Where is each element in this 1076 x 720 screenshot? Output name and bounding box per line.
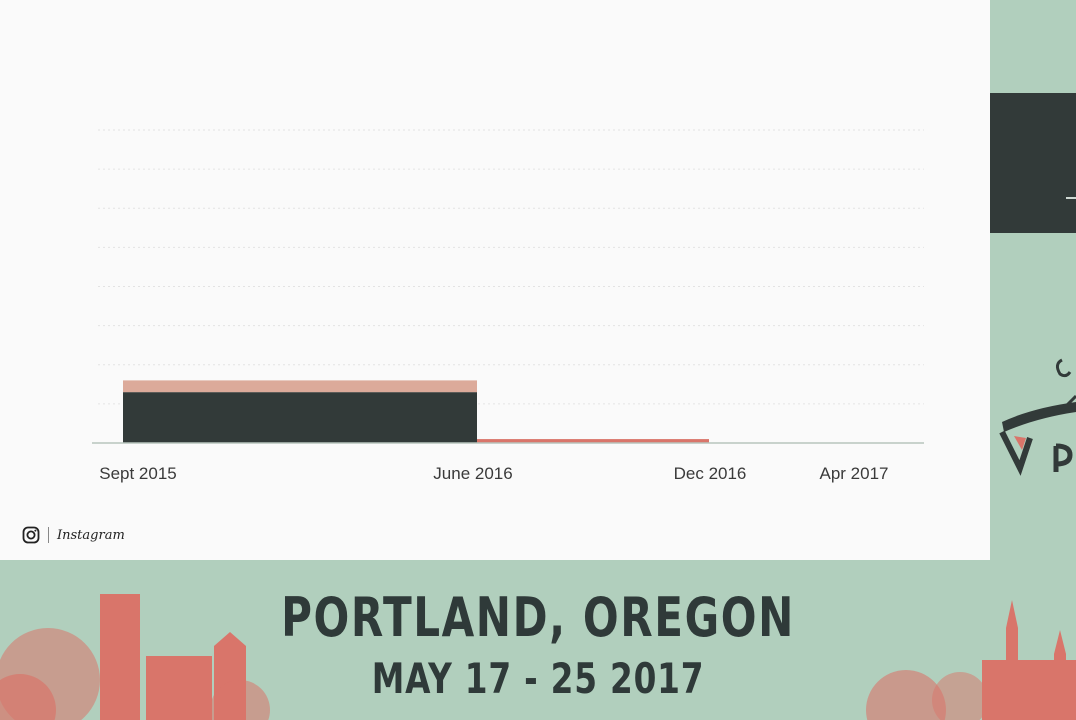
x-axis-ticks: Sept 2015 June 2016 Dec 2016 Apr 2017 [99, 464, 888, 483]
chart-bars [123, 380, 709, 443]
x-tick-label: Apr 2017 [820, 464, 889, 483]
banner-dates: MAY 17 - 25 2017 [371, 654, 705, 703]
x-tick-label: Sept 2015 [99, 464, 177, 483]
x-tick-label: Dec 2016 [674, 464, 747, 483]
instagram-brand: Instagram [22, 526, 125, 544]
pycon-logo-partial [999, 358, 1076, 476]
slide-panel: Sept 2015 June 2016 Dec 2016 Apr 2017 Insta… [0, 0, 990, 560]
bar-1-segment-2 [123, 380, 477, 393]
brand-name: Instagram [57, 527, 125, 543]
x-tick-label: June 2016 [433, 464, 512, 483]
timeline-bar-chart: Sept 2015 June 2016 Dec 2016 Apr 2017 [92, 129, 924, 483]
conference-banner-art [0, 594, 1076, 720]
panel-dash [1066, 197, 1076, 199]
banner-city: PORTLAND, OREGON [281, 586, 795, 649]
bar-2-segment-1 [477, 439, 709, 443]
chart-gridlines [98, 129, 924, 405]
bar-1-segment-1 [123, 392, 477, 443]
next-slide-dark-panel [990, 93, 1076, 233]
instagram-icon [22, 526, 40, 544]
brand-divider [48, 527, 49, 543]
